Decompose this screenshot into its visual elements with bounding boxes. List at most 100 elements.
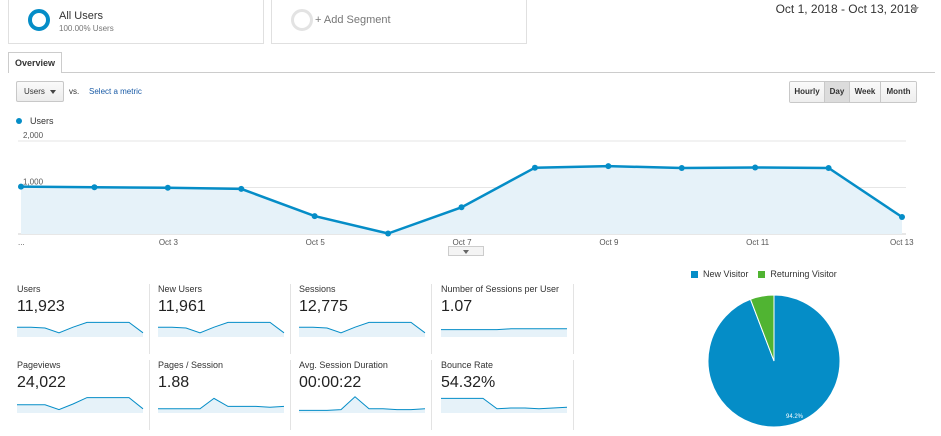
data-point[interactable] — [825, 164, 832, 171]
legend-label-users: Users — [30, 116, 54, 126]
metric-sparkline — [158, 397, 285, 413]
metric-select[interactable]: Users — [16, 81, 64, 102]
chevron-down-icon[interactable] — [911, 7, 919, 12]
legend-label: New Visitor — [703, 269, 749, 279]
sparkline-area — [17, 397, 143, 413]
sparkline-line — [299, 321, 426, 334]
metric-tile[interactable]: Bounce Rate 54.32% — [440, 360, 574, 430]
x-tick-label: Oct 13 — [890, 238, 914, 247]
add-segment-label: + Add Segment — [315, 14, 391, 26]
add-segment-button[interactable]: + Add Segment — [271, 0, 527, 44]
metric-sparkline — [441, 397, 568, 413]
legend-new-visitor[interactable]: New Visitor — [691, 269, 748, 279]
metric-tile[interactable]: Number of Sessions per User 1.07 — [440, 284, 574, 354]
hourly-button[interactable]: Hourly — [790, 82, 825, 102]
sparkline-line — [158, 397, 285, 410]
metric-sparkline — [17, 321, 144, 337]
vs-label: vs. — [69, 87, 80, 96]
month-button[interactable]: Month — [881, 82, 916, 102]
data-point[interactable] — [678, 164, 685, 171]
metric-sparkline — [17, 397, 144, 413]
visitor-pie-chart: 94.2% — [707, 294, 841, 428]
segment-ring-icon — [28, 9, 50, 31]
data-point[interactable] — [91, 184, 98, 191]
granularity-group: Hourly Day Week Month — [789, 81, 917, 103]
legend-returning-visitor[interactable]: Returning Visitor — [758, 269, 837, 279]
data-point[interactable] — [311, 213, 318, 220]
sparkline-area — [158, 322, 284, 337]
x-tick-label: ... — [18, 238, 25, 247]
legend-dot-users — [16, 118, 22, 124]
x-tick-label: Oct 5 — [306, 238, 326, 247]
sparkline-line — [441, 328, 567, 331]
metric-value: 24,022 — [17, 374, 66, 391]
metric-value: 1.07 — [441, 298, 473, 315]
day-button[interactable]: Day — [825, 82, 850, 102]
segment-subtitle: 100.00% Users — [59, 24, 114, 33]
segment-title: All Users — [59, 10, 104, 22]
pie-slice-returning-visitor[interactable] — [749, 294, 775, 362]
data-point[interactable] — [605, 163, 612, 170]
metric-value: 12,775 — [299, 298, 348, 315]
users-area — [21, 166, 902, 234]
metric-sparkline — [299, 396, 426, 413]
sparkline-line — [17, 321, 144, 334]
sparkline-area — [299, 322, 425, 337]
sparkline-line — [299, 396, 426, 411]
data-point[interactable] — [458, 204, 465, 211]
metric-select-label: Users — [24, 87, 45, 96]
x-tick-label: Oct 11 — [746, 238, 770, 247]
sparkline-area — [441, 398, 567, 413]
sparkline-area — [17, 322, 143, 337]
sparkline-area — [158, 398, 284, 413]
metric-sparkline — [158, 321, 285, 337]
metric-label: New Users — [158, 284, 203, 294]
sparkline-area — [441, 328, 567, 337]
metric-label: Number of Sessions per User — [441, 284, 560, 294]
metric-value: 11,923 — [17, 298, 65, 315]
metric-tile[interactable]: Pages / Session 1.88 — [157, 360, 291, 430]
week-button[interactable]: Week — [850, 82, 881, 102]
data-point[interactable] — [899, 214, 905, 221]
metric-value: 1.88 — [158, 374, 190, 391]
segment-all-users[interactable]: All Users 100.00% Users — [8, 0, 264, 44]
sparkline-line — [441, 397, 568, 410]
x-tick-label: Oct 7 — [453, 238, 473, 247]
data-point[interactable] — [18, 183, 24, 190]
metric-value: 54.32% — [441, 374, 496, 391]
chevron-down-icon — [463, 250, 469, 254]
metric-label: Bounce Rate — [441, 360, 494, 370]
metric-sparkline — [441, 328, 567, 337]
pie-slice-label: 94.2% — [786, 414, 804, 420]
tab-overview[interactable]: Overview — [8, 52, 62, 73]
y-tick-label: 1,000 — [23, 178, 44, 187]
empty-segment-ring-icon — [291, 9, 313, 31]
x-tick-label: Oct 3 — [159, 238, 179, 247]
data-point[interactable] — [531, 164, 538, 171]
chart-expander-toggle[interactable] — [448, 246, 484, 256]
users-line-chart: Users 2,000 1,000 ... Oct 3 Oct 5 Oct 7 Oct 9… — [16, 116, 914, 247]
metric-value: 11,961 — [158, 298, 206, 315]
legend-swatch — [691, 270, 698, 278]
sparkline-line — [17, 397, 144, 411]
metric-tile[interactable]: Avg. Session Duration 00:00:22 — [298, 360, 432, 430]
data-point[interactable] — [385, 230, 392, 237]
pie-legend: New Visitor Returning Visitor — [691, 269, 847, 279]
legend-swatch — [758, 270, 766, 278]
metric-tile[interactable]: Users 11,923 — [16, 284, 150, 354]
metric-label: Avg. Session Duration — [299, 360, 388, 370]
legend-label: Returning Visitor — [770, 269, 837, 279]
data-point[interactable] — [164, 184, 171, 191]
metric-tile[interactable]: New Users 11,961 — [157, 284, 291, 354]
sparkline-line — [158, 321, 285, 334]
y-tick-label: 2,000 — [23, 131, 44, 140]
select-metric-link[interactable]: Select a metric — [89, 87, 142, 96]
data-point[interactable] — [238, 185, 245, 192]
metric-tile[interactable]: Pageviews 24,022 — [16, 360, 150, 430]
data-point[interactable] — [752, 164, 759, 171]
metric-value: 00:00:22 — [299, 374, 362, 391]
metric-label: Pages / Session — [158, 360, 224, 370]
metric-sparkline — [299, 321, 426, 337]
date-range-picker[interactable]: Oct 1, 2018 - Oct 13, 2018 — [775, 2, 917, 16]
metric-tile[interactable]: Sessions 12,775 — [298, 284, 432, 354]
